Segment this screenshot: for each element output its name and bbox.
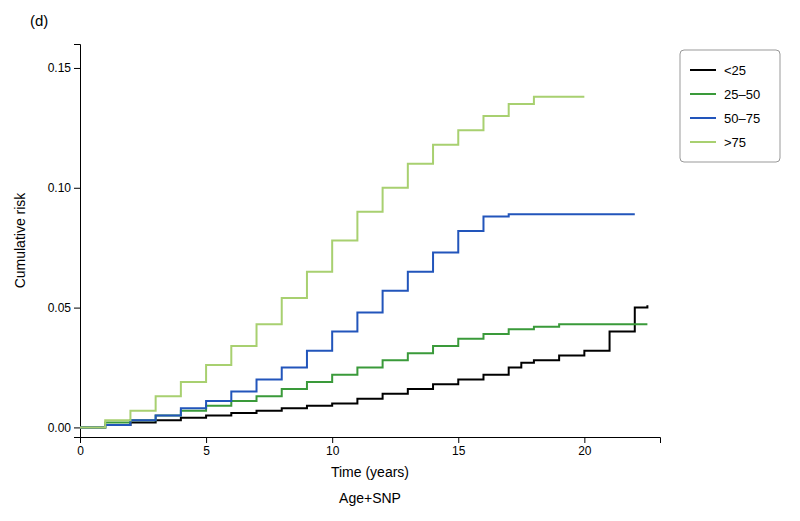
tick-mark: [74, 68, 80, 69]
tick: 0.00: [48, 421, 80, 435]
tick: 0.15: [48, 61, 80, 75]
tick-label: 15: [452, 444, 466, 458]
tick: 0.05: [48, 301, 80, 315]
tick-label: 5: [203, 444, 210, 458]
x-axis-title: Time (years): [331, 464, 409, 480]
series-line: [80, 324, 647, 427]
tick: 0.10: [48, 181, 80, 195]
series-line: [80, 97, 584, 428]
plot: 0 5 10 15 20 0.00 0.05 0.10 0.15: [48, 45, 661, 458]
legend-item: <25: [690, 63, 746, 78]
tick-mark: [74, 188, 80, 189]
chart: 0 5 10 15 20 0.00 0.05 0.10 0.15 (d) Time (years) C…: [0, 0, 800, 521]
legend-label: 25–50: [724, 87, 760, 102]
legend-label: 50–75: [724, 111, 760, 126]
y-axis-title: Cumulative risk: [12, 192, 28, 289]
tick-mark: [206, 437, 207, 443]
legend-swatch: [690, 69, 716, 71]
tick-label: 0.05: [48, 301, 72, 315]
legend: <25 25–50 50–75 >75: [680, 50, 780, 162]
tick-mark: [584, 437, 585, 443]
legend-item: >75: [690, 135, 746, 150]
lines: [80, 97, 647, 428]
tick-label: 0.00: [48, 421, 72, 435]
tick: 20: [578, 437, 592, 458]
legend-label: >75: [724, 135, 746, 150]
legend-swatch: [690, 117, 716, 119]
tick: 10: [326, 437, 340, 458]
y-axis-line: [74, 45, 81, 438]
tick-label: 0: [77, 444, 84, 458]
legend-item: 25–50: [690, 87, 760, 102]
legend-item: 50–75: [690, 111, 760, 126]
tick-mark: [74, 427, 80, 428]
tick-mark: [458, 437, 459, 443]
series-line: [80, 305, 647, 427]
tick-label: 10: [326, 444, 340, 458]
tick-label: 0.10: [48, 181, 72, 195]
tick: 0: [77, 437, 84, 458]
tick: 15: [452, 437, 466, 458]
tick-mark: [332, 437, 333, 443]
annotation: Age+SNP: [339, 490, 401, 506]
legend-box: [680, 50, 780, 162]
legend-label: <25: [724, 63, 746, 78]
x-axis-line: [81, 438, 661, 444]
legend-swatch: [690, 93, 716, 95]
tick-label: 0.15: [48, 61, 72, 75]
legend-swatch: [690, 141, 716, 143]
title: (d): [30, 12, 48, 29]
tick: 5: [203, 437, 210, 458]
x-axis: 0 5 10 15 20: [77, 437, 660, 458]
tick-mark: [74, 308, 80, 309]
tick-label: 20: [578, 444, 592, 458]
y-axis: 0.00 0.05 0.10 0.15: [48, 45, 81, 438]
